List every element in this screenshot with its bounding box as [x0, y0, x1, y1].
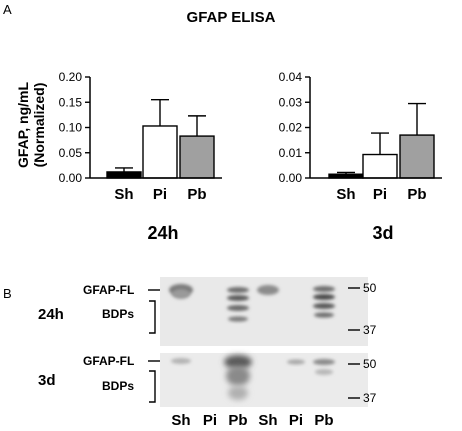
band-label-gfap-fl-3d: GFAP-FL: [83, 354, 134, 368]
lane-label-2: Pi: [203, 412, 217, 429]
blot-image-24h: [160, 277, 368, 346]
x-tick-label-3d-2: Pb: [407, 186, 426, 203]
panel-label-a: A: [3, 2, 12, 17]
x-tick-label-3d-0: Sh: [336, 186, 355, 203]
lane-label-1: Sh: [171, 412, 190, 429]
chart-3d: Sh Pi Pb 0.00 0.01 0.02 0.03 0.04: [279, 70, 442, 203]
x-tick-label-3d-1: Pi: [373, 186, 387, 203]
lane-label-6: Pb: [314, 412, 333, 429]
bar-3d-pb: [399, 134, 435, 179]
blot-row-label-3d: 3d: [38, 372, 56, 389]
marker-37-3d: 37: [363, 391, 377, 405]
band-label-bdps-3d: BDPs: [102, 379, 134, 393]
bar-3d-pi: [362, 153, 398, 179]
blot-image-3d: [160, 353, 368, 407]
y-tick-label-24h-4: 0.20: [59, 70, 83, 84]
band-label-bdps-24h: BDPs: [102, 307, 134, 321]
y-tick-label-3d-3: 0.03: [279, 95, 303, 109]
bar-24h-pi: [142, 125, 178, 179]
lane-label-4: Sh: [258, 412, 277, 429]
marker-50-24h: 50: [363, 281, 377, 295]
marker-50-3d: 50: [363, 357, 377, 371]
chart-3d-timepoint-label: 3d: [372, 223, 393, 243]
panel-label-b: B: [3, 286, 12, 301]
y-tick-label-24h-1: 0.05: [59, 146, 83, 160]
y-axis-label-line2: (Normalized): [31, 83, 47, 168]
bar-24h-pb: [179, 135, 215, 179]
y-tick-label-24h-3: 0.15: [59, 95, 83, 109]
western-blot: 24h 3d GFAP-FL BDPs GFAP-FL BDPs 50 37 5…: [38, 277, 377, 429]
bar-24h-sh: [106, 171, 142, 179]
y-tick-label-3d-2: 0.02: [279, 121, 303, 135]
band-label-gfap-fl-24h: GFAP-FL: [83, 283, 134, 297]
lane-label-5: Pi: [289, 412, 303, 429]
lane-label-3: Pb: [228, 412, 247, 429]
y-tick-label-3d-4: 0.04: [279, 70, 303, 84]
y-axis-label: GFAP, ng/mL: [15, 82, 31, 169]
chart-24h: Sh Pi Pb 0.00 0.05 0.10 0.15 0.20: [59, 70, 222, 203]
bdps-bracket-24h: [149, 300, 156, 334]
y-tick-label-24h-0: 0.00: [59, 171, 83, 185]
bdps-bracket-3d: [149, 370, 156, 403]
marker-37-24h: 37: [363, 323, 377, 337]
chart-24h-timepoint-label: 24h: [147, 223, 178, 243]
y-tick-label-24h-2: 0.10: [59, 121, 83, 135]
y-tick-label-3d-1: 0.01: [279, 146, 303, 160]
x-tick-label-24h-0: Sh: [114, 186, 133, 203]
blot-row-label-24h: 24h: [38, 306, 64, 323]
chart-title: GFAP ELISA: [187, 9, 276, 26]
y-tick-label-3d-0: 0.00: [279, 171, 303, 185]
x-tick-label-24h-1: Pi: [153, 186, 167, 203]
x-tick-label-24h-2: Pb: [187, 186, 206, 203]
